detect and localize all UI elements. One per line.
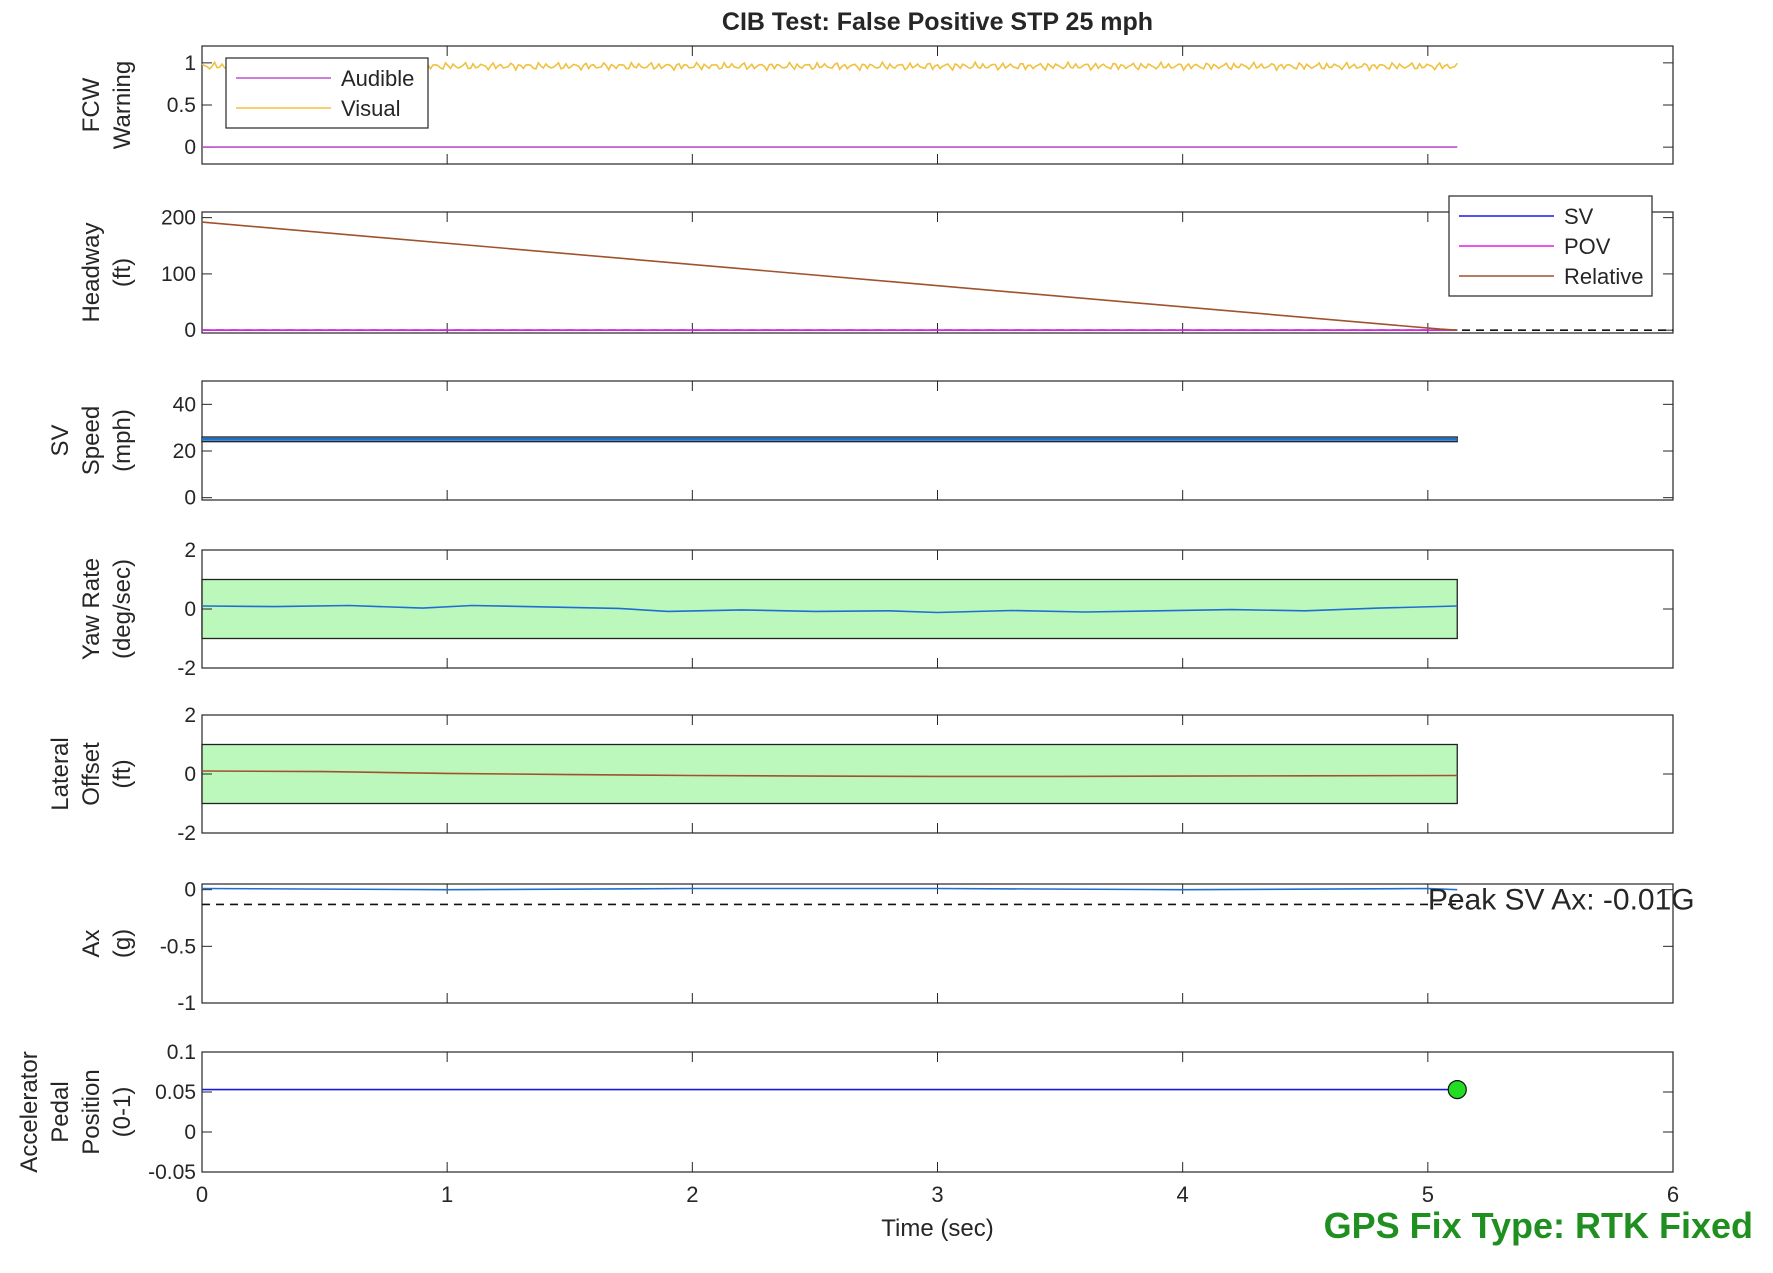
subplot-3: 0 20 40 SV Speed (mph) — [47, 380, 1674, 510]
y-axis-label: Ax — [78, 929, 105, 957]
x-tick-label: 4 — [1177, 1182, 1189, 1207]
y-tick-label: 2 — [184, 704, 196, 727]
x-tick-label: 0 — [196, 1182, 208, 1207]
y-tick-label: 40 — [173, 393, 196, 416]
y-axis-label: SV — [47, 424, 74, 456]
y-tick-label: -2 — [177, 657, 196, 680]
x-tick-label: 3 — [931, 1182, 943, 1207]
legend-label: SV — [1564, 204, 1594, 229]
y-axis-label: Warning — [109, 61, 136, 149]
y-tick-label: 0.1 — [167, 1041, 196, 1064]
y-tick-label: 200 — [161, 207, 196, 230]
subplot-2: 0 100 200 Headway (ft) SV POV Relative — [78, 195, 1674, 342]
subplot-1: 0 0.5 1 FCW Warning Audible Visual CIB Test: Fa… — [78, 8, 1674, 165]
y-axis-label: Yaw Rate — [78, 558, 105, 660]
subplot-5: -2 0 2 Lateral Offset (ft) — [47, 704, 1674, 845]
y-tick-label: -2 — [177, 822, 196, 845]
x-tick-label: 6 — [1667, 1182, 1679, 1207]
y-tick-label: -1 — [177, 992, 196, 1015]
y-tick-label: 0 — [184, 598, 196, 621]
peak-annotation: Peak SV Ax: -0.01G — [1428, 883, 1695, 916]
y-axis-label: Lateral — [47, 737, 74, 810]
subplot-6: -1 -0.5 0 Peak SV Ax: -0.01G Ax (g) — [78, 879, 1695, 1015]
y-tick-label: -0.05 — [148, 1161, 196, 1184]
y-axis-label: Accelerator — [16, 1051, 43, 1172]
y-tick-label: 0 — [184, 879, 196, 902]
tolerance-band — [201, 578, 1458, 640]
y-tick-label: 0 — [184, 487, 196, 510]
y-tick-label: 0 — [184, 1121, 196, 1144]
legend-label: POV — [1564, 234, 1611, 259]
legend-label: Audible — [341, 66, 414, 91]
axes-box — [201, 211, 1674, 334]
y-axis-label: Headway — [78, 222, 105, 322]
y-axis-label: Position — [78, 1069, 105, 1154]
y-tick-label: 0 — [184, 319, 196, 342]
y-tick-label: 20 — [173, 440, 196, 463]
tolerance-band — [201, 743, 1458, 805]
legend-label: Relative — [1564, 264, 1643, 289]
x-tick-label: 1 — [441, 1182, 453, 1207]
y-tick-label: 0 — [184, 763, 196, 786]
gps-fix-label: GPS Fix Type: RTK Fixed — [1323, 1205, 1753, 1246]
x-tick-label: 5 — [1422, 1182, 1434, 1207]
y-axis-label: (deg/sec) — [109, 559, 136, 659]
y-tick-label: 0.05 — [155, 1081, 196, 1104]
x-axis-label: Time (sec) — [881, 1215, 993, 1242]
y-axis-label: Speed — [78, 406, 105, 475]
y-axis-label: (0-1) — [109, 1087, 136, 1138]
axes-box — [201, 1051, 1674, 1173]
y-tick-label: 100 — [161, 263, 196, 286]
chart-title: CIB Test: False Positive STP 25 mph — [722, 8, 1153, 36]
x-tick-label: 2 — [686, 1182, 698, 1207]
subplot-4: -2 0 2 Yaw Rate (deg/sec) — [78, 539, 1674, 680]
y-tick-label: 0.5 — [167, 94, 196, 117]
y-axis-label: Pedal — [47, 1081, 74, 1142]
series-line-1 — [201, 770, 1458, 778]
y-axis-label: (ft) — [109, 759, 136, 788]
y-tick-label: 0 — [184, 136, 196, 159]
series-line-relative — [201, 221, 1458, 331]
legend-label: Visual — [341, 96, 401, 121]
y-axis-label: (ft) — [109, 258, 136, 287]
series-line-1 — [201, 604, 1458, 614]
end-marker — [1447, 1079, 1467, 1100]
series-line-1 — [201, 887, 1458, 891]
legend — [225, 57, 429, 129]
y-axis-label: Offset — [78, 742, 105, 806]
y-tick-label: 1 — [184, 52, 196, 75]
y-tick-label: -0.5 — [160, 935, 196, 958]
y-axis-label: (g) — [109, 929, 136, 958]
y-axis-label: FCW — [78, 77, 105, 132]
y-tick-label: 2 — [184, 539, 196, 562]
y-axis-label: (mph) — [109, 409, 136, 472]
